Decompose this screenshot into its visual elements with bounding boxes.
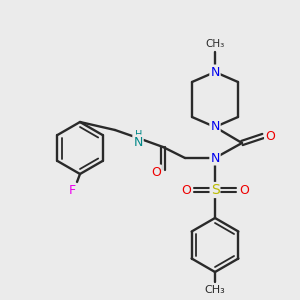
Text: N: N [210,121,220,134]
Text: H: H [135,130,143,140]
Text: CH₃: CH₃ [205,285,225,295]
Text: F: F [68,184,76,196]
Text: O: O [265,130,275,142]
Text: N: N [133,136,143,148]
Text: S: S [211,183,219,197]
Text: O: O [239,184,249,196]
Text: O: O [181,184,191,196]
Text: CH₃: CH₃ [206,39,225,49]
Text: N: N [210,152,220,164]
Text: O: O [151,166,161,178]
Text: N: N [210,65,220,79]
